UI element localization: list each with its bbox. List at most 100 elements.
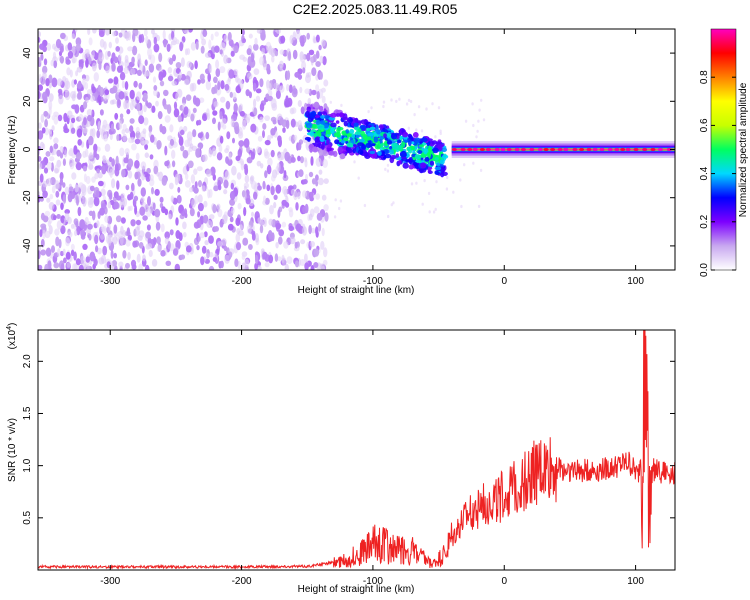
y-tick-label: 0.5	[22, 510, 33, 524]
noise-cell	[297, 155, 301, 162]
noise-cell	[164, 160, 170, 167]
noise-cell	[91, 49, 95, 59]
noise-cell	[122, 250, 127, 259]
noise-cell	[54, 228, 60, 236]
noise-cell	[322, 158, 328, 168]
noise-cell	[48, 93, 54, 102]
noise-cell	[223, 54, 229, 64]
noise-cell	[161, 206, 166, 214]
noise-cell	[135, 126, 140, 134]
noise-cell	[145, 100, 149, 107]
noise-cell	[132, 45, 138, 56]
drift-cell	[359, 124, 366, 131]
noise-cell	[423, 179, 426, 183]
noise-cell	[227, 31, 232, 42]
colorbar-gradient	[711, 29, 736, 270]
noise-cell	[214, 45, 220, 53]
noise-cell	[49, 145, 53, 154]
noise-cell	[288, 51, 291, 61]
noise-cell	[55, 236, 60, 247]
drift-cell	[369, 126, 376, 131]
noise-cell	[104, 89, 110, 96]
drift-cell	[439, 159, 445, 165]
drift-cell	[376, 129, 381, 135]
noise-cell	[91, 86, 97, 94]
noise-cell	[144, 152, 149, 158]
noise-cell	[42, 190, 48, 199]
noise-cell	[250, 175, 255, 182]
noise-cell	[38, 37, 41, 43]
noise-cell	[182, 221, 187, 230]
noise-cell	[311, 178, 317, 185]
noise-cell	[241, 190, 246, 198]
noise-cell	[224, 254, 230, 264]
noise-cell	[129, 101, 134, 111]
noise-cell	[51, 185, 56, 194]
noise-cell	[201, 245, 207, 254]
noise-cell	[45, 78, 50, 87]
noise-cell	[315, 50, 320, 59]
noise-cell	[439, 129, 442, 133]
noise-cell	[171, 160, 176, 168]
noise-cell	[181, 210, 186, 217]
spectrogram-x-axis-label: Height of straight line (km)	[298, 285, 415, 296]
noise-cell	[270, 185, 275, 196]
drift-cell	[364, 136, 371, 141]
noise-cell	[93, 72, 100, 82]
noise-cell	[273, 201, 277, 209]
noise-cell	[56, 78, 63, 86]
noise-cell	[264, 115, 270, 121]
noise-cell	[63, 127, 70, 134]
colorbar-tick-label: 0.0	[699, 263, 710, 277]
drift-cell	[366, 127, 371, 132]
noise-cell	[235, 155, 241, 162]
noise-cell	[276, 162, 281, 172]
noise-cell	[42, 71, 47, 80]
noise-cell	[231, 207, 235, 214]
noise-cell	[407, 126, 410, 130]
noise-cell	[44, 119, 48, 128]
noise-cell	[115, 215, 122, 223]
noise-cell	[116, 65, 123, 73]
drift-cell	[365, 142, 373, 149]
noise-cell	[56, 214, 61, 219]
y-tick-label: 2.0	[22, 354, 33, 368]
noise-cell	[93, 52, 99, 61]
noise-cell	[40, 212, 45, 221]
noise-cell	[104, 215, 109, 223]
carrier-cell	[467, 148, 473, 151]
carrier-cell	[506, 148, 512, 151]
noise-cell	[58, 94, 64, 105]
noise-cell	[104, 123, 110, 131]
noise-cell	[246, 224, 252, 234]
noise-cell	[464, 119, 468, 123]
noise-cell	[106, 223, 111, 233]
drift-cell	[383, 133, 387, 138]
noise-cell	[51, 115, 55, 121]
noise-cell	[446, 175, 449, 180]
noise-cell	[261, 47, 266, 55]
noise-cell	[259, 224, 264, 234]
noise-cell	[294, 260, 300, 268]
x-tick-label: -100	[363, 576, 383, 587]
noise-cell	[434, 135, 437, 139]
drift-cell	[431, 140, 438, 145]
noise-cell	[104, 143, 111, 152]
drift-cell	[334, 139, 340, 145]
noise-cell	[250, 52, 255, 63]
noise-cell	[186, 48, 191, 55]
noise-cell	[284, 263, 289, 270]
noise-cell	[129, 191, 134, 200]
noise-cell	[77, 206, 82, 217]
noise-cell	[428, 210, 431, 214]
noise-cell	[88, 233, 92, 241]
noise-cell	[85, 256, 91, 263]
noise-cell	[257, 135, 263, 142]
noise-cell	[197, 211, 201, 218]
noise-cell	[98, 52, 105, 62]
drift-cell	[386, 140, 393, 145]
noise-cell	[243, 185, 247, 192]
noise-cell	[64, 149, 68, 158]
noise-cell	[251, 211, 254, 217]
